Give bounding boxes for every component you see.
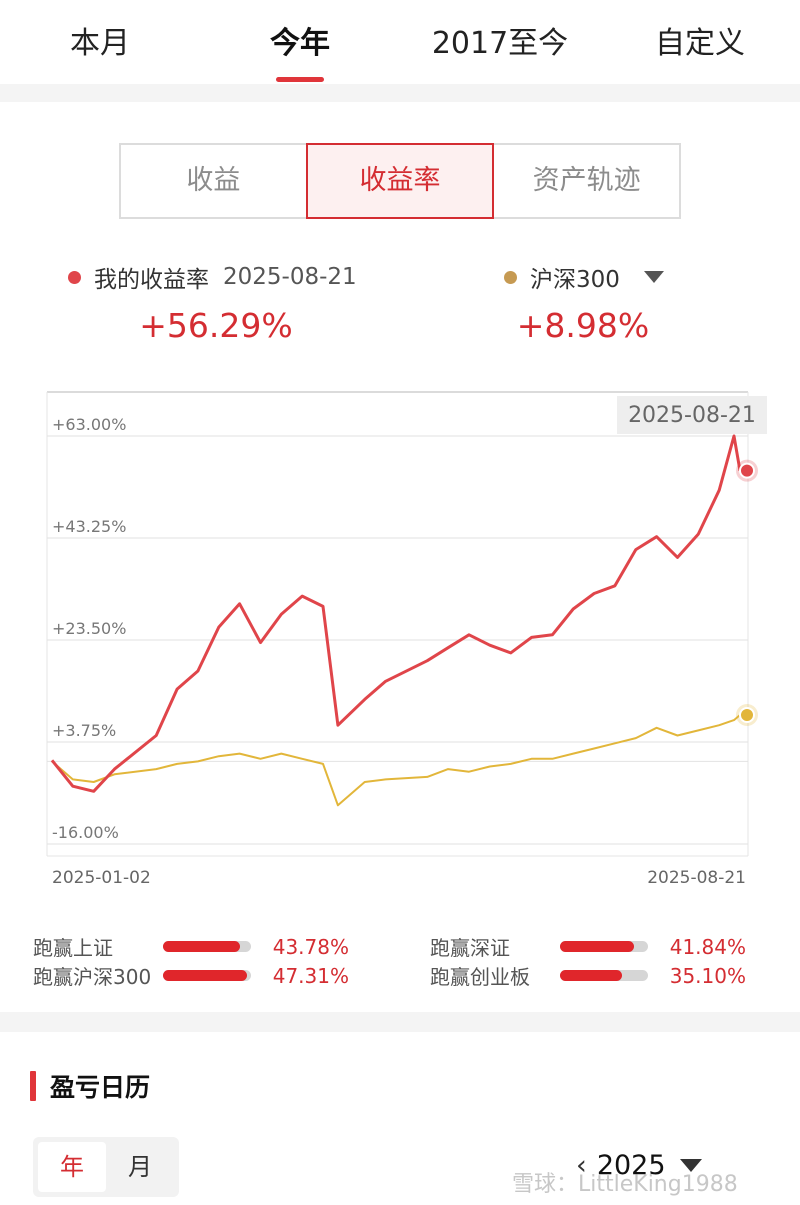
y-tick-label: -16.00% — [52, 823, 119, 842]
beat-bar-fill — [560, 941, 634, 952]
beat-label: 跑赢深证 — [430, 936, 510, 960]
year-dropdown-icon[interactable] — [679, 1159, 702, 1172]
tab-this-year[interactable]: 今年 — [200, 0, 400, 84]
beat-label: 跑赢沪深300 — [33, 965, 152, 989]
index-dropdown-icon[interactable] — [643, 271, 664, 283]
beat-bar — [163, 970, 251, 981]
segment-asset-track[interactable]: 资产轨迹 — [532, 165, 641, 196]
beat-label: 跑赢上证 — [33, 936, 113, 960]
beat-bar — [163, 941, 251, 952]
beat-bar-fill — [560, 970, 622, 981]
metric-switch: 收益 收益率 资产轨迹 — [119, 143, 681, 219]
tab-label: 今年 — [270, 26, 330, 61]
return-chart[interactable]: +63.00% +43.25% +23.50% +3.75% -16.00% 2025-0… — [0, 380, 800, 900]
segment-return-rate[interactable]: 收益率 — [305, 143, 495, 219]
legend-label-index[interactable]: 沪深300 — [530, 267, 620, 293]
watermark: 雪球：LittleKing1988 — [512, 1172, 738, 1197]
active-tab-underline — [276, 77, 324, 82]
beat-bar-fill — [163, 941, 241, 952]
tab-this-month[interactable]: 本月 — [0, 0, 200, 84]
x-label-end: 2025-08-21 — [647, 868, 746, 888]
y-tick-label: +63.00% — [52, 415, 126, 434]
tab-label: 自定义 — [655, 26, 745, 61]
year-value[interactable]: 2025 — [596, 1150, 666, 1181]
beat-bar — [560, 941, 648, 952]
beat-bar — [560, 970, 648, 981]
hover-date-label: 2025-08-21 — [628, 403, 756, 428]
my-return-line — [50, 434, 742, 793]
section-divider — [0, 84, 800, 102]
tab-custom[interactable]: 自定义 — [600, 0, 800, 84]
x-label-start: 2025-01-02 — [52, 868, 151, 888]
beat-row-shanghai: 跑赢上证 43.78% — [33, 932, 349, 961]
legend-label-mine: 我的收益率 — [94, 267, 209, 293]
beat-value: 47.31% — [272, 963, 349, 988]
my-endpoint-dot — [739, 462, 755, 479]
prev-year-icon[interactable]: ‹ — [576, 1150, 587, 1181]
y-tick-label: +43.25% — [52, 517, 126, 536]
legend-dot-mine — [68, 270, 81, 284]
beat-label: 跑赢创业板 — [430, 965, 530, 989]
index-return-value: +8.98% — [516, 306, 650, 345]
legend-dot-index — [504, 270, 517, 284]
beat-row-csi300: 跑赢沪深300 47.31% — [33, 961, 349, 990]
beat-bar-fill — [163, 970, 247, 981]
beat-value: 43.78% — [272, 934, 349, 959]
tab-label: 本月 — [70, 26, 130, 61]
calendar-section-title: 盈亏日历 — [30, 1068, 150, 1104]
period-tabs: 本月 今年 2017至今 自定义 — [0, 0, 800, 84]
tab-since-2017[interactable]: 2017至今 — [400, 0, 600, 84]
beat-row-chinext: 跑赢创业板 35.10% — [430, 961, 746, 990]
calendar-title: 盈亏日历 — [50, 1073, 151, 1102]
title-accent-bar — [30, 1071, 36, 1101]
tab-month[interactable]: 月 — [128, 1153, 152, 1181]
beat-value: 41.84% — [669, 934, 746, 959]
beat-value: 35.10% — [669, 963, 746, 988]
year-month-switch: 年 月 — [33, 1137, 179, 1197]
year-picker: ‹ 2025 — [576, 1150, 702, 1181]
index-return-line — [51, 714, 741, 807]
y-tick-label: +23.50% — [52, 619, 126, 638]
legend-date: 2025-08-21 — [223, 264, 357, 290]
legend-mine: 我的收益率 2025-08-21 — [68, 260, 357, 294]
legend-index: 沪深300 — [504, 260, 664, 294]
hover-date-box — [617, 396, 767, 434]
index-endpoint-dot — [739, 706, 755, 723]
section-divider — [0, 1012, 800, 1032]
segment-profit[interactable]: 收益 — [121, 145, 308, 217]
tab-year[interactable]: 年 — [38, 1142, 106, 1192]
my-return-value: +56.29% — [139, 306, 293, 345]
y-tick-label: +3.75% — [52, 721, 116, 740]
beat-row-shenzhen: 跑赢深证 41.84% — [430, 932, 746, 961]
tab-label: 2017至今 — [431, 26, 569, 61]
